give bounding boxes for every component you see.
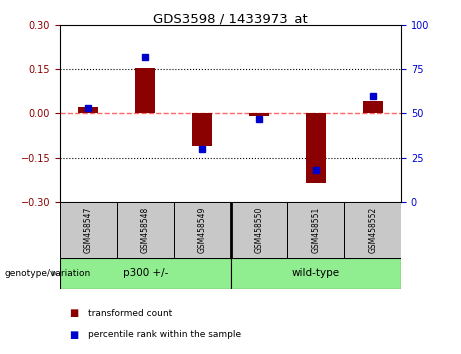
Text: genotype/variation: genotype/variation xyxy=(5,269,91,278)
Text: ■: ■ xyxy=(69,308,78,318)
Bar xyxy=(60,202,117,258)
Text: GSM458549: GSM458549 xyxy=(198,207,207,253)
Bar xyxy=(117,202,174,258)
Text: GSM458550: GSM458550 xyxy=(254,207,263,253)
Bar xyxy=(135,68,155,113)
Bar xyxy=(344,202,401,258)
Text: GSM458552: GSM458552 xyxy=(368,207,377,253)
Bar xyxy=(363,102,383,113)
Bar xyxy=(60,258,230,289)
Text: GDS3598 / 1433973_at: GDS3598 / 1433973_at xyxy=(153,12,308,25)
Bar xyxy=(249,113,269,116)
Text: p300 +/-: p300 +/- xyxy=(123,268,168,279)
Bar xyxy=(192,113,212,146)
Bar xyxy=(230,258,401,289)
Text: transformed count: transformed count xyxy=(88,309,172,318)
Text: percentile rank within the sample: percentile rank within the sample xyxy=(88,330,241,339)
Bar xyxy=(78,107,98,113)
Bar xyxy=(230,202,287,258)
Bar xyxy=(287,202,344,258)
Text: GSM458551: GSM458551 xyxy=(311,207,320,253)
Text: GSM458547: GSM458547 xyxy=(84,207,93,253)
Text: GSM458548: GSM458548 xyxy=(141,207,150,253)
Text: ■: ■ xyxy=(69,330,78,339)
Bar xyxy=(306,113,326,183)
Text: wild-type: wild-type xyxy=(292,268,340,279)
Bar xyxy=(174,202,230,258)
